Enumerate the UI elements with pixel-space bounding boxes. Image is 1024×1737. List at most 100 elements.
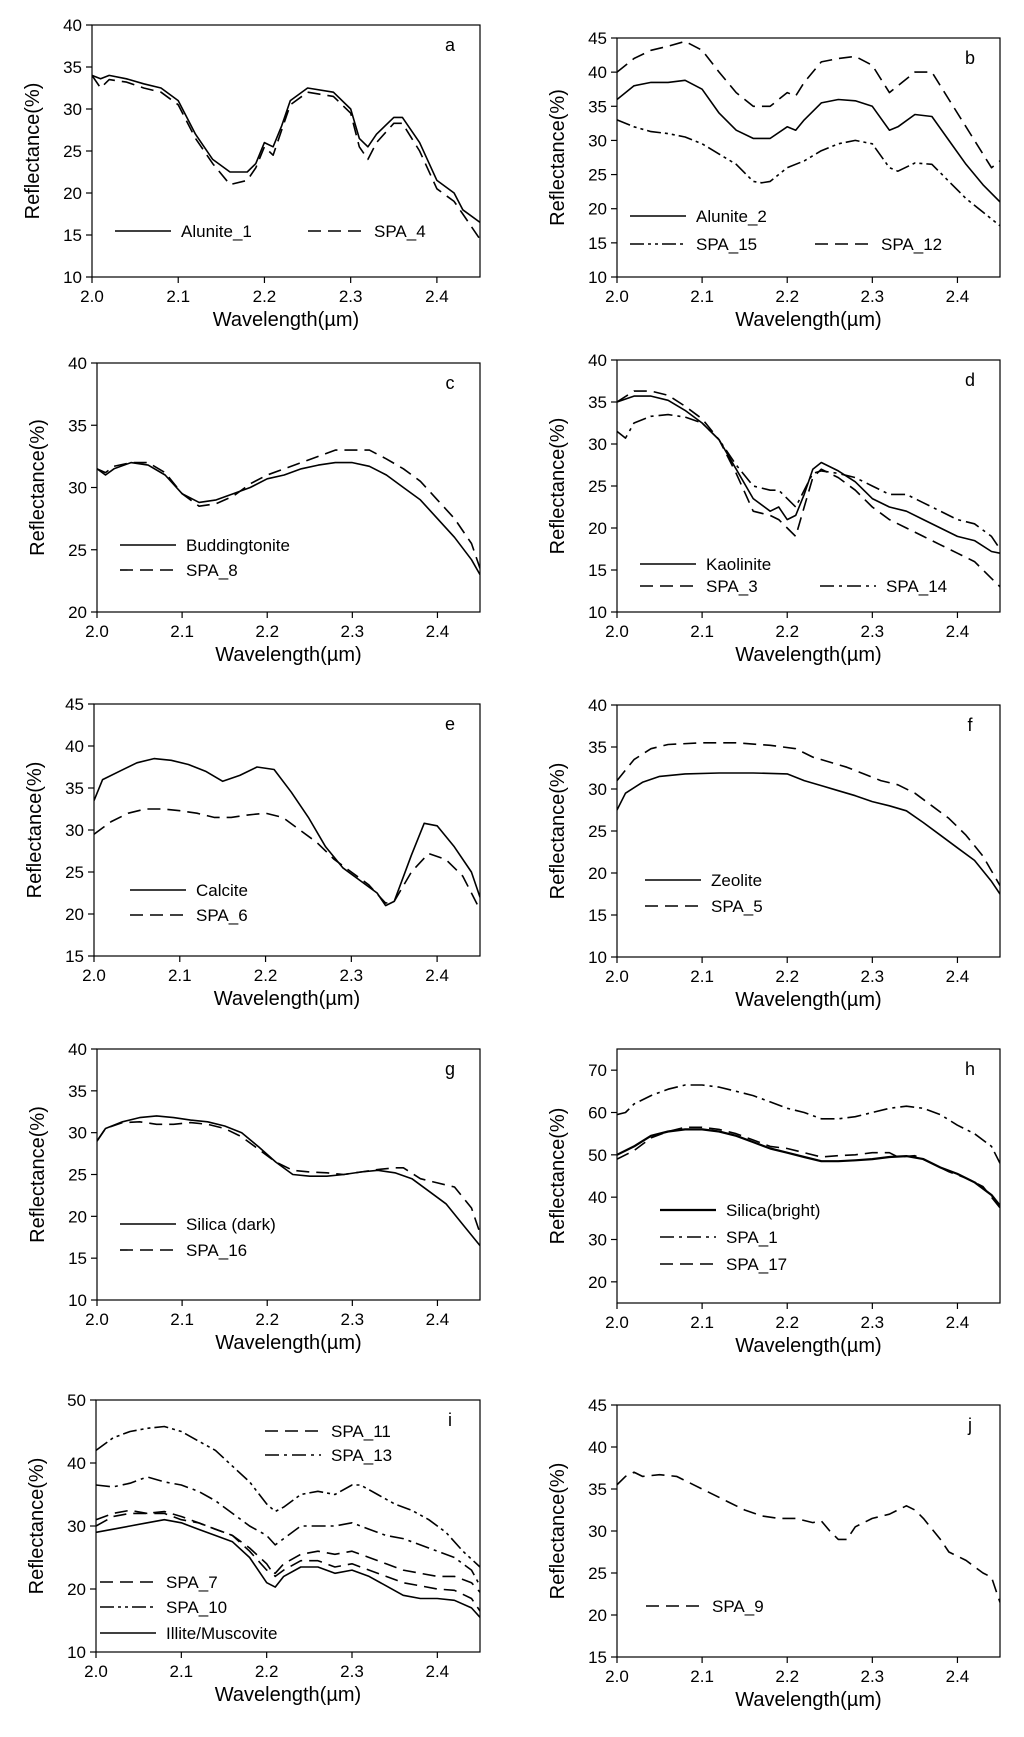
y-tick-label: 15 [588,906,607,925]
legend-item: SPA_17 [660,1255,787,1274]
y-tick-label: 20 [588,1273,607,1292]
legend-label: SPA_1 [726,1228,778,1247]
y-tick-label: 50 [588,1146,607,1165]
legend-label: Buddingtonite [186,536,290,555]
x-tick-label: 2.4 [946,287,970,306]
series-line-spa-9 [617,1471,1000,1603]
plot-frame [616,1048,1001,1304]
series-line-buddingtonite [97,461,480,575]
y-axis-title: Reflectance(%) [547,1108,569,1245]
y-tick-label: 25 [65,863,84,882]
y-tick-label: 70 [588,1061,607,1080]
plot-frame [616,704,1001,958]
legend-item: SPA_8 [120,561,238,580]
series-line-spa-8 [97,449,480,569]
y-tick-label: 15 [65,947,84,966]
panel-d: 2.0 2.1 2.2 2.3 2.4 10 15 20 25 30 35 40 Wavelength(… [547,351,1001,666]
panel-g: 2.0 2.1 2.2 2.3 2.4 10 15 20 25 30 35 40 Wavelength(… [27,1040,481,1354]
x-tick-label: 2.0 [85,1310,109,1329]
legend-item: SPA_6 [130,906,248,925]
y-tick-label: 20 [63,184,82,203]
x-tick-label: 2.3 [861,1313,885,1332]
y-tick-label: 25 [588,477,607,496]
legend-item: SPA_1 [660,1228,778,1247]
y-tick-label: 30 [588,131,607,150]
x-tick-label: 2.4 [425,287,449,306]
x-axis-title: Wavelength(µm) [213,309,359,331]
y-axis-title: Reflectance(%) [547,763,569,900]
y-tick-label: 10 [68,1291,87,1310]
panel-e: 2.0 2.1 2.2 2.3 2.4 15 20 25 30 35 40 45 Wavelength(… [24,695,481,1010]
y-tick-label: 40 [68,354,87,373]
y-tick-label: 40 [588,696,607,715]
legend-item: Silica (dark) [120,1215,276,1234]
legend-item: SPA_4 [308,222,426,241]
legend-label: Alunite_2 [696,207,767,226]
y-tick-label: 20 [68,1207,87,1226]
legend-item: SPA_16 [120,1241,247,1260]
x-tick-label: 2.4 [946,1667,970,1686]
x-tick-label: 2.0 [80,287,104,306]
plot-frame [616,1404,1001,1658]
y-axis-title: Reflectance(%) [27,1106,49,1243]
x-axis-title: Wavelength(µm) [215,1684,361,1706]
panel-h: 2.0 2.1 2.2 2.3 2.4 20 30 40 50 60 70 Wavelength(µm… [547,1048,1001,1357]
x-tick-label: 2.0 [84,1662,108,1681]
legend-item: SPA_5 [645,897,763,916]
panel-b: 2.0 2.1 2.2 2.3 2.4 10 15 20 25 30 35 40 45 Wavelengt… [547,29,1001,331]
y-tick-label: 20 [67,1580,86,1599]
series-line-spa-16 [97,1121,480,1234]
y-axis-title: Reflectance(%) [547,418,569,555]
x-axis-title: Wavelength(µm) [735,309,881,331]
x-tick-label: 2.4 [426,1310,450,1329]
y-axis-title: Reflectance(%) [27,419,49,556]
legend-item: SPA_9 [646,1597,764,1616]
x-tick-label: 2.1 [690,622,714,641]
legend-label: SPA_15 [696,235,757,254]
legend-label: SPA_5 [711,897,763,916]
x-tick-label: 2.0 [82,966,106,985]
legend-item: Silica(bright) [660,1201,820,1220]
y-tick-label: 15 [68,1249,87,1268]
y-tick-label: 30 [67,1517,86,1536]
legend-label: SPA_6 [196,906,248,925]
x-tick-label: 2.2 [775,967,799,986]
series-line-spa-10 [96,1425,480,1568]
x-tick-label: 2.3 [340,966,364,985]
y-tick-label: 35 [588,1480,607,1499]
x-tick-label: 2.3 [339,287,363,306]
series-line-spa-4 [92,74,480,240]
y-tick-label: 30 [588,1522,607,1541]
x-tick-label: 2.3 [861,287,885,306]
y-tick-label: 35 [68,1082,87,1101]
y-tick-label: 45 [588,1396,607,1415]
x-tick-label: 2.0 [605,287,629,306]
x-axis-title: Wavelength(µm) [735,1335,881,1357]
plot-frame [95,1399,481,1653]
legend-label: SPA_4 [374,222,426,241]
panel-letter: j [967,1415,972,1435]
y-tick-label: 35 [65,779,84,798]
legend-item: SPA_14 [820,577,947,596]
legend-label: Alunite_1 [181,222,252,241]
series-line-spa-15 [617,119,1000,227]
x-tick-label: 2.1 [168,966,192,985]
y-tick-label: 30 [68,1124,87,1143]
y-tick-label: 30 [588,1231,607,1250]
y-tick-label: 15 [63,226,82,245]
y-axis-title: Reflectance(%) [547,1463,569,1600]
y-tick-label: 10 [588,603,607,622]
panel-letter: e [445,714,455,734]
legend-label: SPA_10 [166,1598,227,1617]
legend-label: SPA_11 [331,1422,391,1441]
y-tick-label: 60 [588,1104,607,1123]
legend-item: Kaolinite [640,555,771,574]
legend-label: SPA_9 [712,1597,764,1616]
legend-label: SPA_13 [331,1446,392,1465]
legend-item: SPA_12 [815,235,942,254]
y-tick-label: 10 [67,1643,86,1662]
x-tick-label: 2.4 [946,622,970,641]
y-tick-label: 25 [68,1166,87,1185]
x-tick-label: 2.2 [253,287,277,306]
x-axis-title: Wavelength(µm) [214,988,360,1010]
